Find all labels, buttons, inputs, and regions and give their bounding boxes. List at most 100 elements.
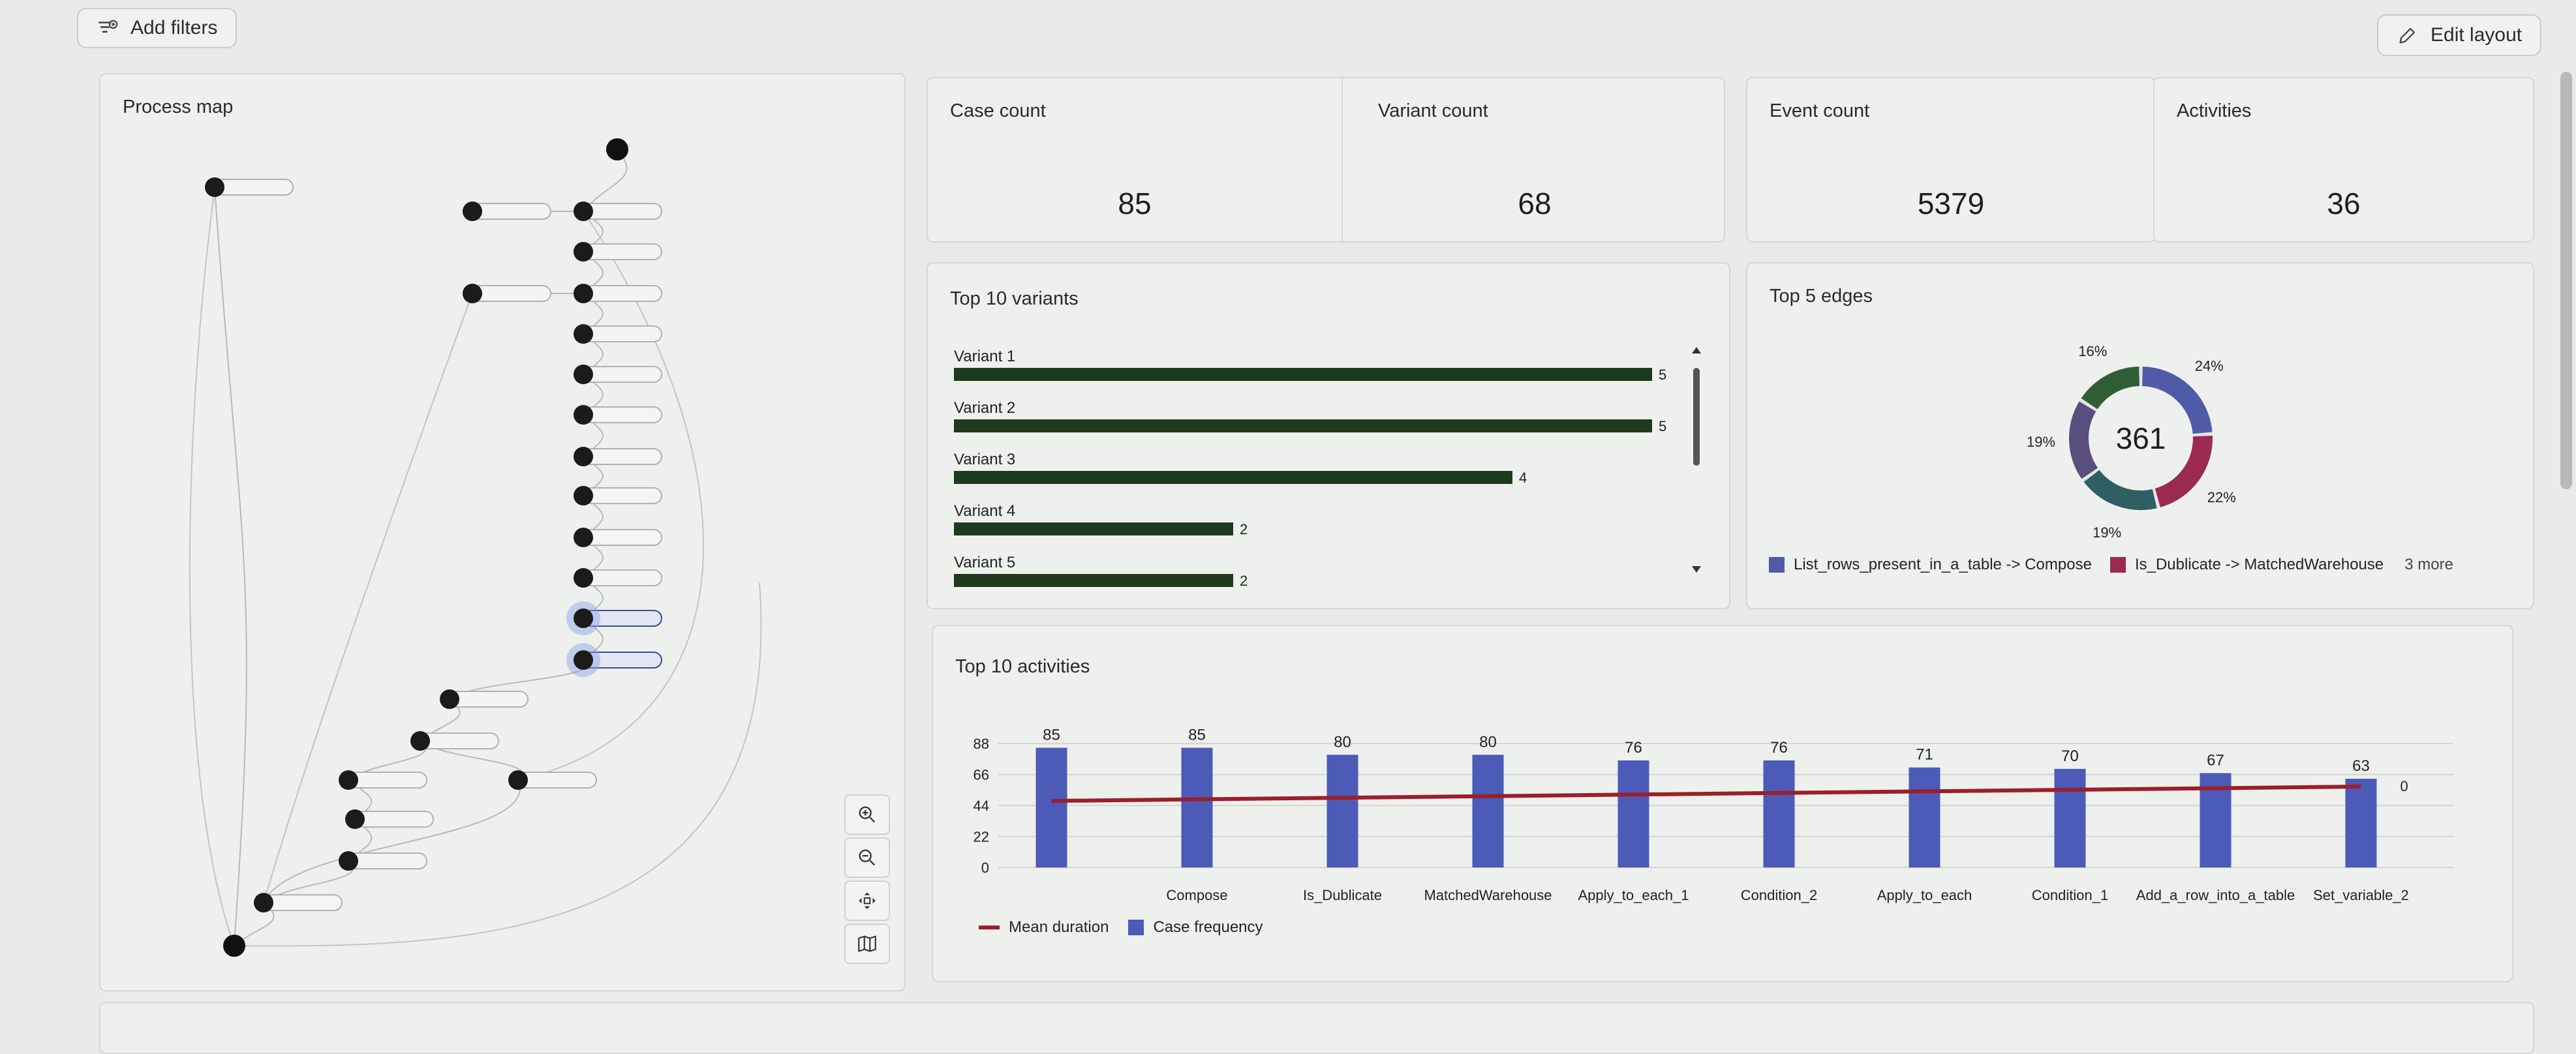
variant-label: Variant 2 xyxy=(954,399,1015,417)
donut-segment-label: 24% xyxy=(2195,357,2224,374)
activity-value-label: 85 xyxy=(1043,726,1060,744)
process-node-badge xyxy=(574,486,593,505)
variant-value-label: 2 xyxy=(1240,521,1248,537)
variants-scrollbar[interactable] xyxy=(1689,342,1704,577)
process-edge xyxy=(234,582,762,947)
kpi-variant-count: Variant count 68 xyxy=(1343,78,1726,244)
activity-value-label: 85 xyxy=(1188,726,1206,744)
variant-bar xyxy=(954,471,1512,484)
x-tick-label: Apply_to_each xyxy=(1877,887,1972,903)
zoom-in-button[interactable] xyxy=(844,794,890,835)
y-tick-label: 66 xyxy=(974,767,989,783)
process-node-pill xyxy=(420,732,499,749)
activity-bar xyxy=(1181,747,1213,867)
process-map-graph[interactable] xyxy=(100,74,907,993)
zoom-out-icon xyxy=(859,849,876,866)
variant-bar xyxy=(954,368,1652,381)
process-node-pill xyxy=(263,894,343,911)
process-node-badge xyxy=(574,324,593,344)
process-node-badge xyxy=(574,284,593,303)
activities-bar-chart: 88 66 44 22 0 85 85 Compose 80 Is_Dublicate 80 Matc… xyxy=(974,726,2453,903)
activity-value-label: 76 xyxy=(1625,739,1642,757)
process-node-pill xyxy=(583,487,662,504)
x-tick-label: Apply_to_each_1 xyxy=(1578,887,1689,903)
process-node-badge xyxy=(508,770,528,790)
donut-segment xyxy=(2069,367,2213,510)
donut-segment-label: 19% xyxy=(2093,524,2121,541)
variant-label: Variant 5 xyxy=(954,554,1015,571)
process-node-pill xyxy=(517,772,597,789)
variant-bar xyxy=(954,574,1233,587)
process-node-pill xyxy=(583,569,662,586)
process-edge xyxy=(263,293,473,903)
activity-value-label: 80 xyxy=(1334,733,1351,751)
fit-view-button[interactable] xyxy=(844,881,890,921)
kpi-value: 36 xyxy=(2327,187,2361,220)
process-node-pill xyxy=(214,179,294,196)
process-node-badge xyxy=(463,284,482,303)
add-filters-button[interactable]: Add filters xyxy=(77,8,238,48)
zoom-out-button[interactable] xyxy=(844,837,890,878)
variants-bar-chart: Variant 1 5 Variant 2 5 Variant 3 4 Variant 4 2… xyxy=(954,348,1666,589)
variant-value-label: 5 xyxy=(1659,367,1666,383)
process-node-badge xyxy=(574,242,593,262)
scroll-thumb[interactable] xyxy=(1693,368,1700,466)
kpi-group-1: Case count 85 Variant count 68 xyxy=(927,77,1726,244)
activity-bar xyxy=(1763,760,1795,867)
process-node-badge xyxy=(574,365,593,384)
y-tick-label: 88 xyxy=(974,736,989,752)
process-start-node xyxy=(606,138,628,160)
activity-bar xyxy=(1472,755,1504,867)
scroll-down-icon[interactable] xyxy=(1692,566,1701,573)
legend-label: Mean duration xyxy=(1009,918,1109,936)
process-map-card: Process map xyxy=(99,73,906,991)
x-tick-label: Set_variable_2 xyxy=(2313,887,2409,903)
x-tick-label: Condition_2 xyxy=(1741,887,1817,903)
process-map-title: Process map xyxy=(123,97,234,117)
donut-segment-label: 16% xyxy=(2078,343,2107,359)
activity-bar xyxy=(1035,747,1067,867)
activity-value-label: 67 xyxy=(2207,751,2224,769)
mean-duration-end-label: 0 xyxy=(2400,778,2408,794)
process-node-badge xyxy=(574,568,593,588)
process-node-badge xyxy=(410,731,430,751)
process-node-badge xyxy=(463,202,482,221)
process-node-pill xyxy=(348,852,427,869)
scroll-up-icon[interactable] xyxy=(1692,347,1701,354)
add-filters-label: Add filters xyxy=(130,17,218,38)
kpi-label: Case count xyxy=(950,100,1046,121)
kpi-label: Event count xyxy=(1770,100,1870,121)
process-node-pill xyxy=(348,772,427,789)
process-node-pill xyxy=(472,203,551,220)
pencil-icon xyxy=(2399,27,2415,44)
variant-value-label: 4 xyxy=(1519,470,1527,486)
minimap-button[interactable] xyxy=(844,924,890,964)
donut-segment-label: 22% xyxy=(2207,489,2236,505)
legend-line-swatch xyxy=(979,926,1000,929)
x-tick-label: Is_Dublicate xyxy=(1303,887,1382,903)
legend-more-link[interactable]: 3 more xyxy=(2404,556,2453,573)
legend-swatch xyxy=(1769,557,1785,573)
process-node-pill xyxy=(449,691,529,708)
activity-value-label: 71 xyxy=(1916,746,1933,764)
activity-bar xyxy=(2054,768,2086,867)
activity-value-label: 70 xyxy=(2061,747,2079,765)
legend-label: Is_Dublicate -> MatchedWarehouse xyxy=(2134,556,2384,573)
top-edges-card: Top 5 edges 24% 22% 19% 19% 16% 361 List_rows… xyxy=(1746,262,2534,609)
process-node-pill xyxy=(583,243,662,260)
variant-label: Variant 1 xyxy=(954,348,1015,365)
process-node-pill xyxy=(583,285,662,302)
variant-bar xyxy=(954,419,1652,432)
process-node-pill xyxy=(583,325,662,342)
process-node-pill xyxy=(583,529,662,546)
process-node-badge xyxy=(574,650,593,670)
donut-segment xyxy=(2069,367,2213,510)
process-node-badge xyxy=(205,177,224,197)
edit-layout-button[interactable]: Edit layout xyxy=(2377,14,2542,56)
page-scrollbar[interactable] xyxy=(2560,72,2572,489)
legend-swatch xyxy=(1128,920,1144,935)
process-edge xyxy=(189,187,235,946)
process-node-pill xyxy=(583,366,662,383)
variant-value-label: 2 xyxy=(1240,573,1248,589)
edges-legend: List_rows_present_in_a_table -> Compose … xyxy=(1769,556,2453,574)
